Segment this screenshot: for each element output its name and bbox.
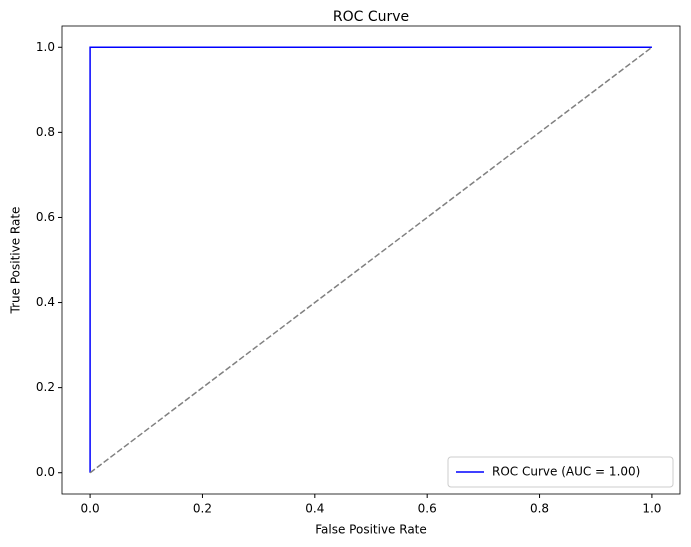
- legend-box: [447, 456, 674, 488]
- y-tick-label: 0.8: [36, 125, 55, 139]
- x-tick-label: 1.0: [642, 502, 661, 516]
- chart-title: ROC Curve: [333, 9, 409, 25]
- line: [89, 46, 652, 473]
- line: [89, 46, 653, 474]
- y-tick-label: 0.4: [36, 295, 55, 309]
- y-tick-label: 0.2: [36, 380, 55, 394]
- plot-frame: [61, 25, 681, 495]
- legend-label: ROC Curve (AUC = 1.00): [492, 465, 640, 479]
- x-tick-label: 0.4: [305, 502, 324, 516]
- x-tick-label: 0.6: [418, 502, 437, 516]
- x-tick-label: 0.2: [193, 502, 212, 516]
- x-tick-label: 0.8: [530, 502, 549, 516]
- y-tick-label: 1.0: [36, 40, 55, 54]
- x-tick-label: 0.0: [81, 502, 100, 516]
- y-tick-label: 0.6: [36, 210, 55, 224]
- legend: ROC Curve (AUC = 1.00): [447, 456, 674, 488]
- x-axis-label: False Positive Rate: [315, 523, 427, 537]
- y-axis-label: True Positive Rate: [9, 207, 23, 315]
- y-tick-label: 0.0: [36, 465, 55, 479]
